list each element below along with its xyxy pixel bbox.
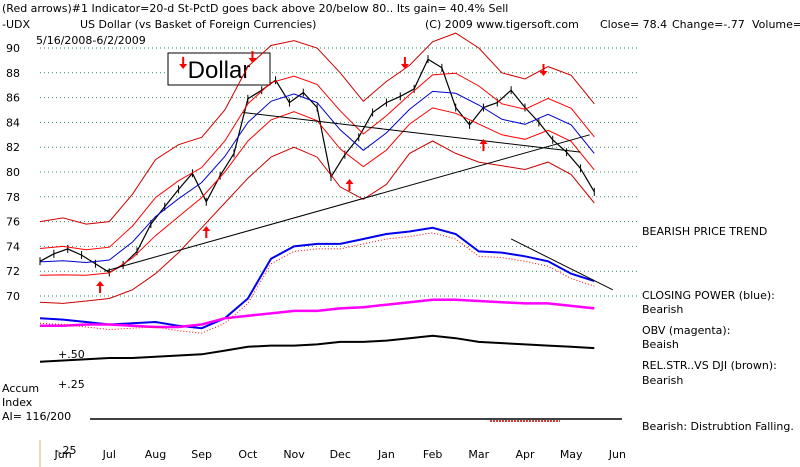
buy-arrow-2 — [345, 179, 354, 184]
buy-arrow-1 — [202, 226, 211, 231]
relstr-value: Bearish — [642, 374, 683, 387]
x-tick-jul-1: Jul — [102, 448, 116, 461]
change-value: Change=-.77 — [672, 18, 745, 31]
x-tick-nov-5: Nov — [283, 448, 305, 461]
series-group — [39, 32, 595, 363]
minus25-label: -.25 — [55, 444, 76, 457]
y-tick-84: 84 — [6, 116, 20, 129]
buy-arrow-3 — [479, 139, 488, 144]
x-tick-mar-9: Mar — [468, 448, 489, 461]
index-label: Index — [2, 396, 33, 409]
closing-power-value: Bearish — [642, 303, 683, 316]
inner-upper-band — [39, 72, 595, 251]
close-value: Close= 78.4 — [600, 18, 667, 31]
volume-label: Volume= — [752, 18, 800, 31]
instrument-name: US Dollar (vs Basket of Foreign Currenci… — [80, 18, 316, 31]
y-tick-74: 74 — [6, 240, 20, 253]
indicator-description: (Red arrows)#1 Indicator=20-d St-PctD go… — [2, 2, 508, 15]
trendlines — [104, 111, 613, 291]
series-lower-band-outer — [39, 140, 595, 304]
signal-arrows — [96, 51, 548, 293]
sell-arrow-3 — [539, 71, 548, 76]
ai-label: AI= 116/200 — [2, 410, 71, 423]
series-upper-band-outer — [39, 32, 595, 225]
copyright: (C) 2009 www.tigersoft.com — [425, 18, 579, 31]
x-tick-oct-4: Oct — [238, 448, 258, 461]
chart-title: Dollar — [188, 57, 251, 84]
relstr-label: REL.STR..VS DJI (brown): — [642, 359, 777, 372]
closing-power-trendline — [510, 238, 613, 291]
sell-arrow-0 — [179, 64, 188, 69]
x-axis-ticks: Jun Jul Aug Sep Oct Nov Dec Jan Feb Mar Apr May Jun — [54, 448, 627, 461]
closing-power-label: CLOSING POWER (blue): — [642, 289, 775, 302]
x-tick-dec-6: Dec — [330, 448, 351, 461]
x-tick-jan-7: Jan — [377, 448, 395, 461]
rising-trendline — [104, 134, 590, 272]
sell-arrow-1 — [248, 58, 257, 63]
y-tick-82: 82 — [6, 141, 20, 154]
buy-arrow-0 — [96, 281, 105, 286]
y-tick-80: 80 — [6, 166, 20, 179]
bearish-trend-label: BEARISH PRICE TREND — [642, 225, 767, 238]
falling-trendline — [243, 111, 581, 153]
x-tick-sep-3: Sep — [191, 448, 212, 461]
y-tick-86: 86 — [6, 92, 20, 105]
closing-power-ma — [39, 232, 595, 334]
accum-status: Bearish: Distrubtion Falling. — [642, 420, 794, 433]
x-tick-jun-0: Jun — [54, 448, 72, 461]
series-obv — [40, 298, 595, 329]
x-tick-may-11: May — [560, 448, 583, 461]
sell-arrow-2 — [400, 64, 409, 69]
obv-label: OBV (magenta): — [642, 324, 730, 337]
obv-value: Beaish — [642, 338, 679, 351]
y-tick-72: 72 — [6, 265, 20, 278]
y-tick-76: 76 — [6, 216, 20, 229]
x-tick-jun-12: Jun — [608, 448, 626, 461]
series-rel-str-vs-dji — [39, 334, 595, 363]
y-tick-90: 90 — [6, 42, 20, 55]
y-tick-70: 70 — [6, 290, 20, 303]
x-tick-apr-10: Apr — [515, 448, 535, 461]
plus50-label: +.50 — [58, 348, 85, 361]
date-range: 5/16/2008-6/2/2009 — [36, 34, 146, 47]
y-tick-88: 88 — [6, 67, 20, 80]
y-tick-78: 78 — [6, 191, 20, 204]
symbol: -UDX — [2, 18, 30, 31]
x-tick-feb-8: Feb — [423, 448, 442, 461]
y-axis-ticks: 70 72 74 76 78 80 82 84 86 88 90 — [6, 42, 20, 303]
series-closing-power — [39, 226, 595, 330]
plus25-label: +.25 — [58, 378, 85, 391]
x-tick-aug-2: Aug — [145, 448, 166, 461]
inner-lower-band — [39, 107, 595, 276]
accum-label: Accum — [2, 382, 39, 395]
moving-average — [39, 90, 595, 264]
